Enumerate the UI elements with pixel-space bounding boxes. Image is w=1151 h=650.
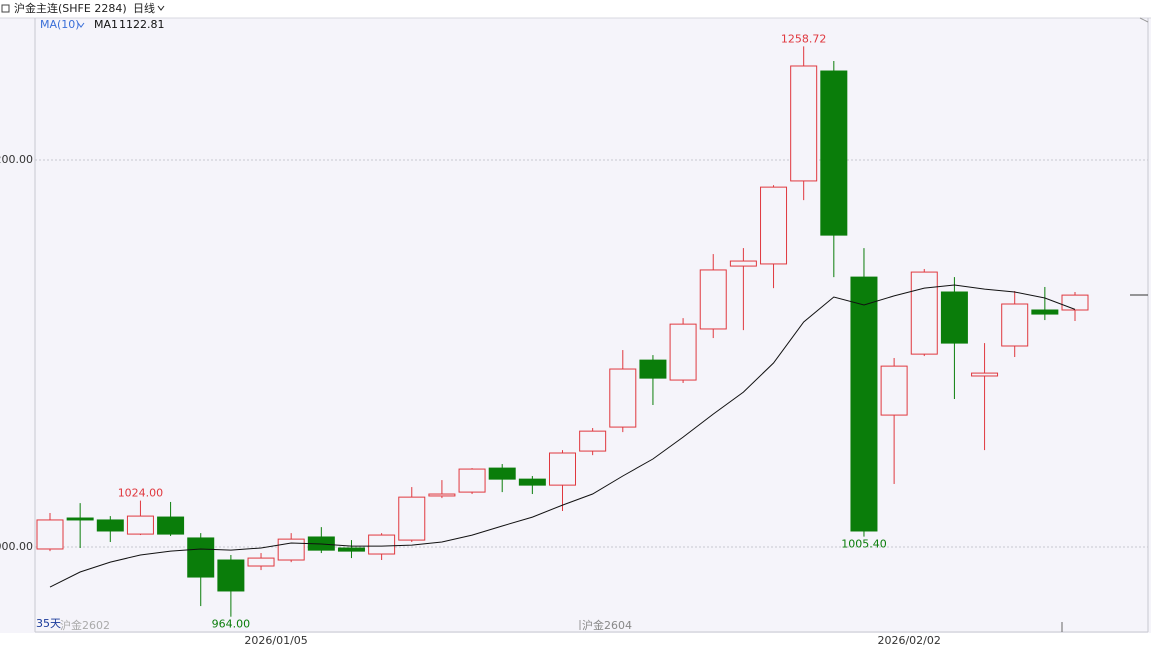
candle-body [790, 65, 818, 182]
candle-body [579, 430, 607, 452]
candle-body [247, 557, 275, 567]
candle-body [639, 359, 667, 379]
chart-title: 沪金主连(SHFE 2284) [14, 1, 127, 15]
candle-body [850, 276, 878, 532]
candle-body [277, 538, 305, 561]
candle-body [488, 467, 516, 480]
candle-body [157, 516, 185, 535]
high-label: 1258.72 [781, 32, 827, 45]
ma-title[interactable]: MA(10) [40, 18, 80, 31]
candle-body [126, 515, 154, 535]
candle-body [398, 496, 426, 541]
footer-label: 35天 [36, 617, 61, 630]
candle-body [910, 271, 938, 355]
dropdown-arrow[interactable] [157, 5, 165, 11]
low-label: 1005.40 [841, 538, 887, 551]
candle-body [880, 365, 908, 416]
candle-body [187, 537, 215, 578]
candle-body [940, 291, 968, 344]
candle-body [36, 519, 64, 550]
x-tick-label: 2026/01/05 [244, 634, 307, 647]
y-tick-label: 1200.00 [0, 153, 33, 166]
candle-body [337, 547, 365, 552]
candle-body [971, 372, 999, 377]
corner-mark [1139, 17, 1149, 23]
period-selector[interactable]: 日线 [133, 1, 155, 15]
menu-icon[interactable] [1, 4, 10, 13]
candle-body [609, 368, 637, 428]
footer-label: 沪金2604 [582, 618, 632, 632]
dropdown-arrow[interactable] [77, 22, 85, 28]
candle-body [699, 269, 727, 330]
x-tick-label: 2026/02/02 [877, 634, 940, 647]
candle-body [368, 534, 396, 555]
candle-body [66, 517, 94, 521]
candle-body [760, 186, 788, 265]
bottom-bar [0, 633, 1151, 650]
footer-label: 沪金2602 [60, 618, 110, 632]
candle-body [549, 452, 576, 486]
candle-body [1001, 303, 1029, 347]
candle-body [729, 260, 757, 267]
candle-body [428, 493, 456, 497]
candle-body [669, 323, 697, 381]
candle-body [96, 519, 124, 532]
candle-body [217, 559, 245, 592]
candle-body [1031, 309, 1059, 315]
low-label: 964.00 [212, 618, 251, 631]
ma-line [49, 284, 1076, 588]
high-label: 1024.00 [118, 487, 164, 500]
candle-body [1061, 294, 1089, 311]
top-bar [0, 0, 1151, 18]
ma-value: 1122.81 [119, 18, 165, 31]
candle-body [518, 478, 546, 486]
candle-body [458, 468, 486, 493]
candle-body [820, 70, 848, 236]
y-tick-label: 1000.00 [0, 540, 33, 553]
ma-name: MA1 [94, 18, 118, 31]
